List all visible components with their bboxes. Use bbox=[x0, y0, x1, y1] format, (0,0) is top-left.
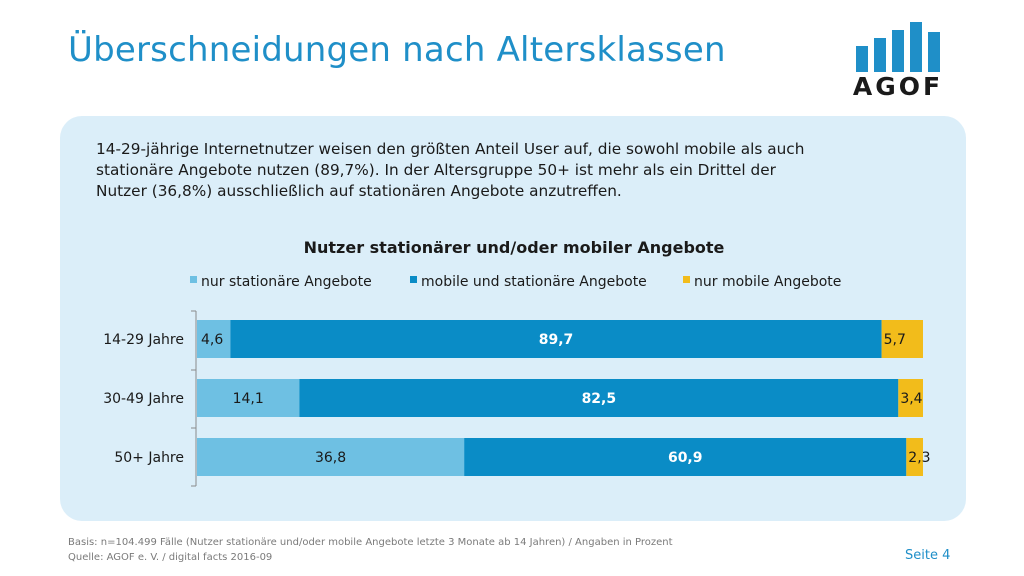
chart-bars: 14-29 Jahre 4,6 89,7 5,7 30-49 Jahre 14,1 82,5… bbox=[103, 320, 931, 476]
legend-label: nur mobile Angebote bbox=[694, 274, 841, 290]
chart-title: Nutzer stationärer und/oder mobiler Ange… bbox=[304, 238, 725, 257]
data-label: 4,6 bbox=[201, 332, 223, 348]
data-label: 60,9 bbox=[668, 450, 703, 466]
category-label: 14-29 Jahre bbox=[103, 332, 184, 348]
legend-swatch bbox=[683, 276, 690, 283]
bar-segment bbox=[464, 438, 907, 476]
agof-logo-bars-icon bbox=[856, 22, 940, 72]
footer-source: Quelle: AGOF e. V. / digital facts 2016-… bbox=[68, 552, 273, 563]
legend-label: mobile und stationäre Angebote bbox=[421, 274, 647, 290]
y-axis-ticks bbox=[191, 310, 196, 487]
data-label: 82,5 bbox=[582, 391, 617, 407]
data-label: 89,7 bbox=[539, 332, 574, 348]
bar-segment bbox=[898, 379, 923, 417]
bar-segment bbox=[881, 320, 923, 358]
intro-line: 14-29-jährige Internetnutzer weisen den … bbox=[96, 140, 805, 158]
legend-swatch bbox=[410, 276, 417, 283]
chart-legend: nur stationäre Angebote mobile und statio… bbox=[190, 274, 841, 290]
data-label: 2,3 bbox=[908, 450, 930, 466]
legend-swatch bbox=[190, 276, 197, 283]
bar-segment bbox=[299, 379, 899, 417]
category-label: 30-49 Jahre bbox=[103, 391, 184, 407]
page-number: Seite 4 bbox=[905, 548, 951, 563]
agof-logo-text: AGOF bbox=[852, 72, 944, 101]
category-label: 50+ Jahre bbox=[114, 450, 184, 466]
bar-segment bbox=[197, 379, 300, 417]
legend-label: nur stationäre Angebote bbox=[201, 274, 372, 290]
intro-line: stationäre Angebote nutzen (89,7%). In d… bbox=[96, 161, 776, 179]
intro-text: 14-29-jährige Internetnutzer weisen den … bbox=[96, 139, 916, 202]
data-label: 14,1 bbox=[233, 391, 264, 407]
bar-segment bbox=[197, 438, 465, 476]
bar-segment bbox=[906, 438, 923, 476]
page-title: Überschneidungen nach Altersklassen bbox=[68, 30, 726, 70]
data-label: 5,7 bbox=[884, 332, 906, 348]
data-label: 3,4 bbox=[900, 391, 922, 407]
bar-segment bbox=[230, 320, 882, 358]
footer-basis: Basis: n=104.499 Fälle (Nutzer stationär… bbox=[68, 537, 673, 548]
data-label: 36,8 bbox=[315, 450, 346, 466]
intro-line: Nutzer (36,8%) ausschließlich auf statio… bbox=[96, 182, 622, 200]
bar-segment bbox=[197, 320, 231, 358]
